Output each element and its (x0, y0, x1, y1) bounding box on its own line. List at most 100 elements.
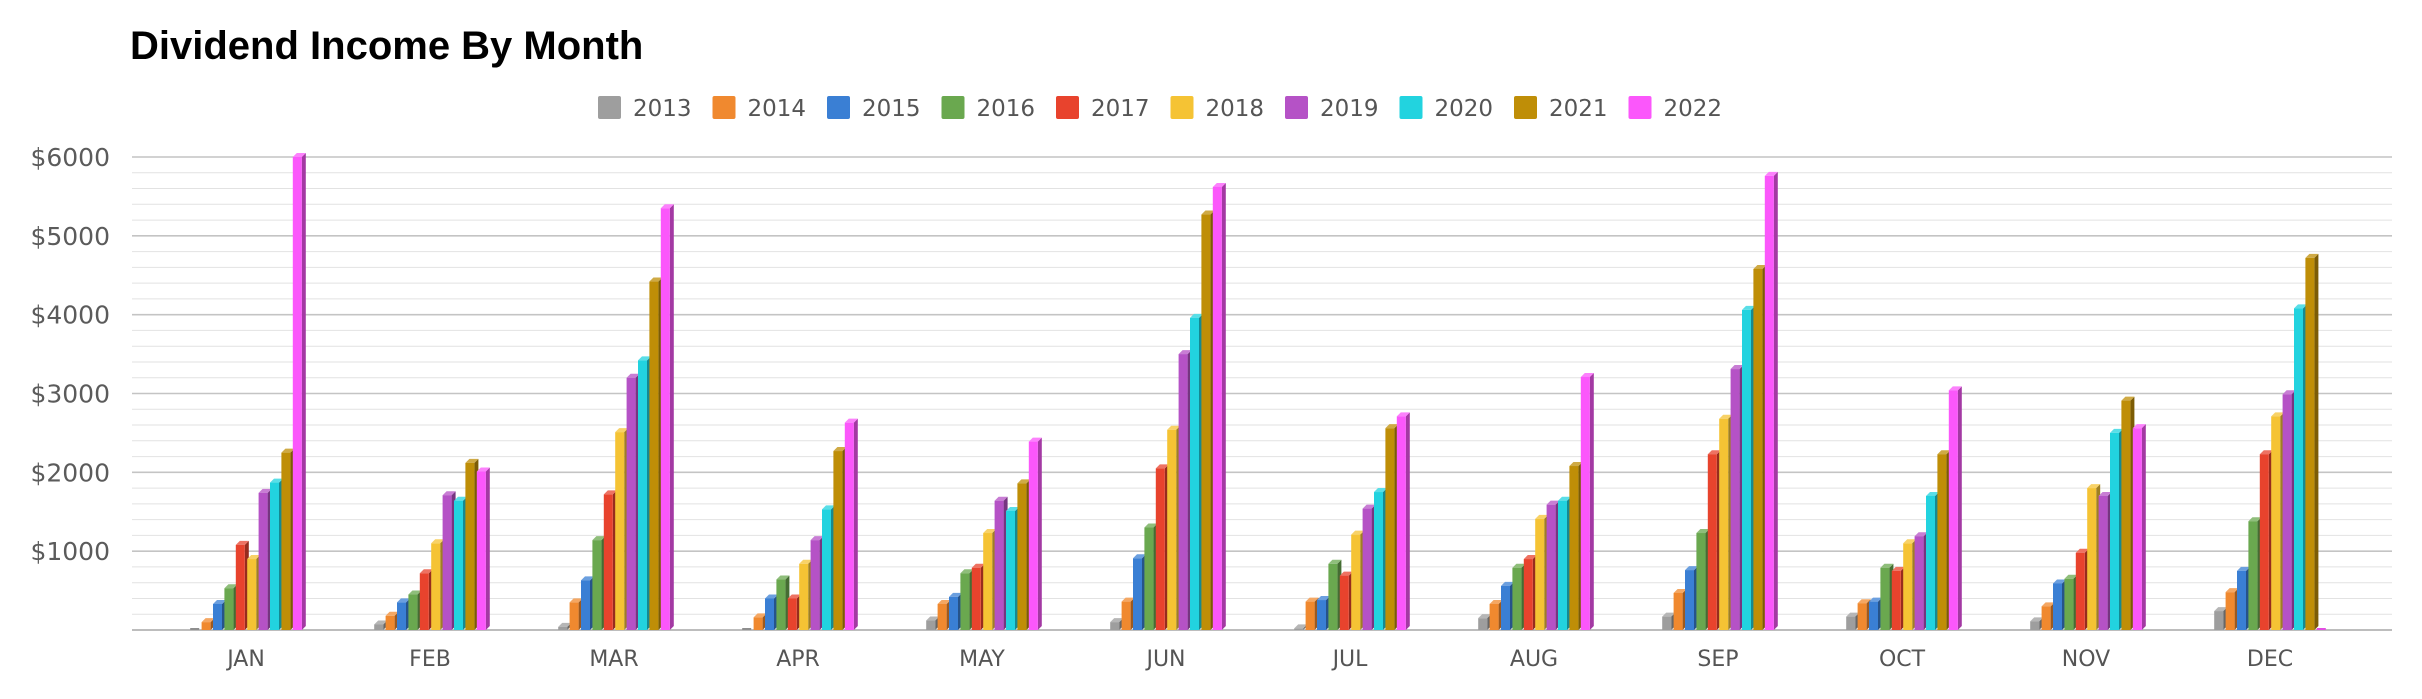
bar (1385, 424, 1399, 630)
bar-top (1167, 425, 1181, 430)
bar-front (1396, 416, 1406, 630)
bar (787, 594, 801, 630)
bar-side (2141, 424, 2146, 630)
bar-top (465, 458, 479, 463)
bar (1569, 462, 1583, 630)
bar (971, 563, 985, 630)
bar-front (810, 540, 820, 630)
bar-top (1730, 365, 1744, 370)
bar (1558, 496, 1571, 630)
bar-top (1028, 437, 1042, 442)
bar-front (994, 500, 1004, 630)
bar-top (2305, 253, 2319, 258)
bar-top (1017, 479, 1031, 484)
bar-top (949, 592, 962, 597)
bar (1328, 559, 1342, 630)
legend-item: 2017 (1056, 96, 1150, 122)
bar (1903, 539, 1917, 630)
bar-top (649, 277, 663, 282)
bar-top (569, 598, 583, 603)
bar-top (1880, 563, 1894, 568)
bar (2098, 491, 2112, 630)
bar-group: JUN (1110, 182, 1226, 672)
bar-side (301, 153, 306, 630)
bar-top (281, 448, 295, 453)
bar (1489, 599, 1503, 630)
bar-front (1764, 175, 1774, 631)
bar-front (258, 492, 268, 630)
bar-front (558, 626, 568, 630)
bar-top (2294, 304, 2307, 309)
bar-group: OCT (1846, 386, 1962, 672)
bar (2121, 396, 2135, 630)
bar-front (1857, 603, 1867, 630)
bar-group: NOV (2030, 396, 2146, 672)
bar-front (581, 580, 590, 630)
bar-top (1190, 313, 1203, 318)
bar (558, 622, 572, 630)
grid-lines (132, 156, 2392, 631)
bar-front (1914, 536, 1924, 630)
bar (1110, 618, 1124, 630)
x-tick-label: OCT (1879, 647, 1926, 672)
bar (937, 599, 951, 630)
bar-front (1948, 390, 1958, 630)
bar (1028, 437, 1042, 630)
bar-top (844, 418, 858, 423)
bar-top (1155, 464, 1169, 469)
bar (1351, 530, 1365, 630)
bar-top (1948, 386, 1962, 391)
bar (1362, 504, 1376, 630)
bar-front (374, 624, 384, 630)
x-tick-label: APR (776, 647, 820, 672)
bar-side (1957, 386, 1962, 630)
bar (2053, 579, 2066, 630)
bar-group: FEB (374, 458, 490, 672)
bar-front (224, 588, 234, 630)
bar-front (1339, 575, 1349, 630)
legend-swatch (1285, 96, 1308, 119)
bar-front (1880, 567, 1890, 630)
bar-front (201, 622, 211, 630)
bar-front (1006, 510, 1015, 630)
bar-front (2271, 416, 2281, 630)
bar (2214, 607, 2228, 630)
bar (2225, 588, 2239, 630)
bar-top (2237, 566, 2250, 571)
bar-top (2121, 396, 2135, 401)
legend-swatch (1399, 96, 1423, 119)
bar-top (1006, 506, 1019, 511)
bar-front (1937, 454, 1947, 630)
bar (397, 598, 410, 630)
bar-front (2316, 628, 2326, 630)
bar (833, 447, 847, 630)
bar (2132, 424, 2146, 630)
legend-swatch (941, 96, 965, 119)
bar-front (281, 452, 291, 630)
bar-front (1546, 504, 1556, 630)
bar-top (2271, 412, 2285, 417)
bar-front (626, 377, 636, 630)
bar-group: APR (742, 418, 858, 672)
bar (1696, 529, 1710, 630)
bar-front (1891, 570, 1901, 630)
legend-item: 2016 (941, 96, 1035, 122)
bar-top (1339, 571, 1353, 576)
bar-top (2132, 424, 2146, 429)
bar (2259, 450, 2273, 630)
bar-front (1305, 601, 1315, 630)
x-tick-label: JAN (225, 647, 265, 672)
bar (1501, 581, 1514, 630)
bar (190, 628, 200, 630)
bar-side (853, 418, 858, 630)
bar-top (1926, 491, 1939, 496)
bar-front (1201, 214, 1211, 630)
bar-front (2075, 552, 2085, 630)
bar (1178, 350, 1192, 630)
bar-front (1512, 567, 1522, 630)
bar-front (454, 500, 463, 630)
legend-label: 2019 (1320, 96, 1379, 122)
bar-front (971, 567, 981, 630)
bar (1730, 365, 1744, 630)
y-tick-label: $5000 (30, 222, 110, 251)
